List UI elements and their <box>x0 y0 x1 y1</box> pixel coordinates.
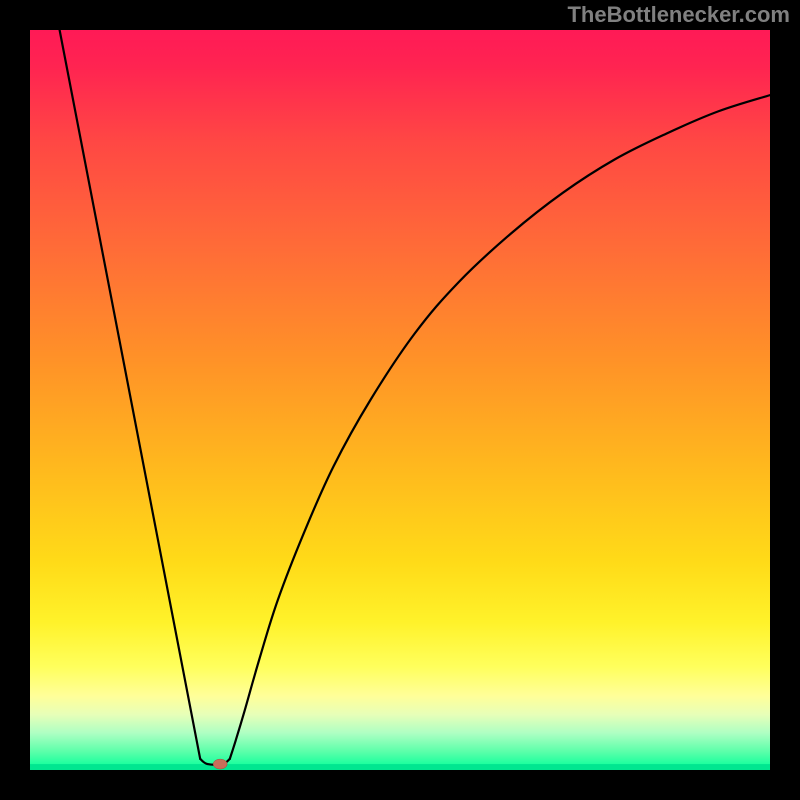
chart-svg <box>30 30 770 770</box>
bottom-band <box>30 764 770 770</box>
optimum-marker <box>213 759 227 769</box>
gradient-background <box>30 30 770 770</box>
watermark-label: TheBottlenecker.com <box>567 2 790 28</box>
chart-container: TheBottlenecker.com <box>0 0 800 800</box>
plot-area <box>30 30 770 770</box>
